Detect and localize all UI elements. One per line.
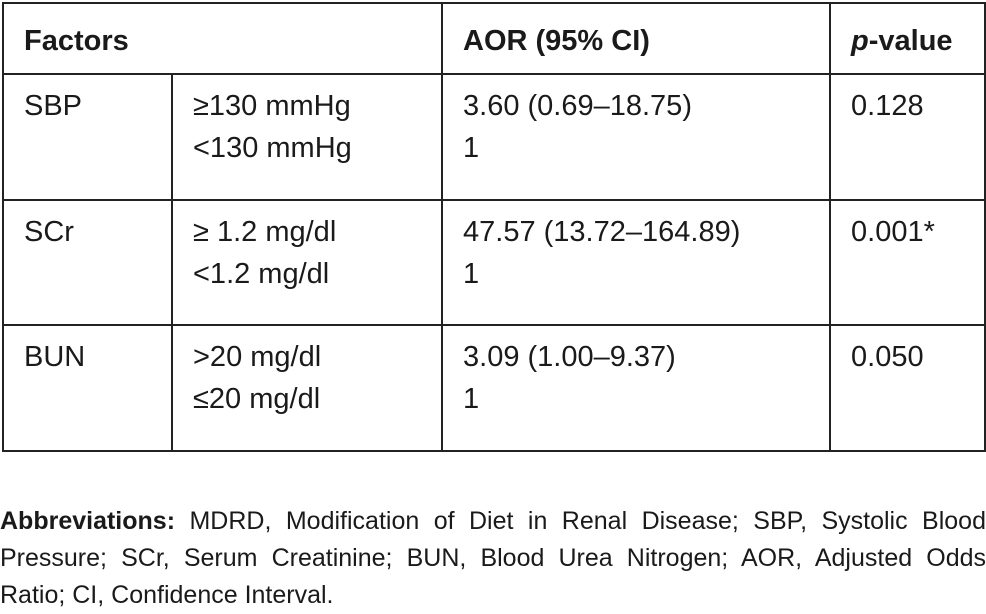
- header-aor: AOR (95% CI): [441, 2, 832, 75]
- table-row: BUN >20 mg/dl ≤20 mg/dl 3.09 (1.00–9.37)…: [2, 324, 986, 452]
- p-value-cell: 0.001*: [829, 199, 986, 326]
- p-value-cell: 0.050: [829, 324, 986, 452]
- factor-cell: SBP: [2, 73, 173, 201]
- level-line: <130 mmHg: [193, 132, 352, 164]
- level-line: <1.2 mg/dl: [193, 258, 330, 290]
- header-p-value: p-value: [829, 2, 986, 75]
- header-p-suffix: -value: [868, 25, 953, 57]
- results-table: Factors AOR (95% CI) p-value SBP ≥130 mm…: [1, 2, 986, 452]
- abbreviations-footnote: Abbreviations: MDRD, Modification of Die…: [0, 503, 986, 614]
- level-line: >20 mg/dl: [193, 341, 322, 373]
- aor-line: 1: [463, 383, 480, 415]
- table-row: SCr ≥ 1.2 mg/dl <1.2 mg/dl 47.57 (13.72–…: [2, 199, 986, 326]
- level-line: ≤20 mg/dl: [193, 383, 321, 415]
- factor-cell: BUN: [2, 324, 173, 452]
- level-cell: ≥ 1.2 mg/dl <1.2 mg/dl: [170, 199, 444, 326]
- aor-line: 1: [463, 132, 480, 164]
- header-row: Factors AOR (95% CI) p-value: [1, 2, 986, 75]
- aor-line: 47.57 (13.72–164.89): [463, 216, 741, 248]
- footnote-label: Abbreviations:: [0, 507, 176, 535]
- aor-line: 3.60 (0.69–18.75): [463, 90, 692, 122]
- header-p-italic: p: [851, 25, 869, 57]
- footnote-text: MDRD, Modification of Diet in Renal Dise…: [0, 507, 986, 609]
- aor-line: 3.09 (1.00–9.37): [463, 341, 676, 373]
- aor-cell: 3.09 (1.00–9.37) 1: [441, 324, 832, 452]
- aor-cell: 47.57 (13.72–164.89) 1: [441, 199, 832, 326]
- table-row: SBP ≥130 mmHg <130 mmHg 3.60 (0.69–18.75…: [2, 73, 986, 201]
- aor-line: 1: [463, 258, 480, 290]
- aor-cell: 3.60 (0.69–18.75) 1: [441, 73, 832, 201]
- p-value-cell: 0.128: [829, 73, 986, 201]
- level-line: ≥ 1.2 mg/dl: [193, 216, 337, 248]
- level-cell: ≥130 mmHg <130 mmHg: [170, 73, 444, 201]
- header-factors: Factors: [1, 2, 444, 75]
- factor-cell: SCr: [2, 199, 173, 326]
- level-line: ≥130 mmHg: [193, 90, 351, 122]
- level-cell: >20 mg/dl ≤20 mg/dl: [170, 324, 444, 452]
